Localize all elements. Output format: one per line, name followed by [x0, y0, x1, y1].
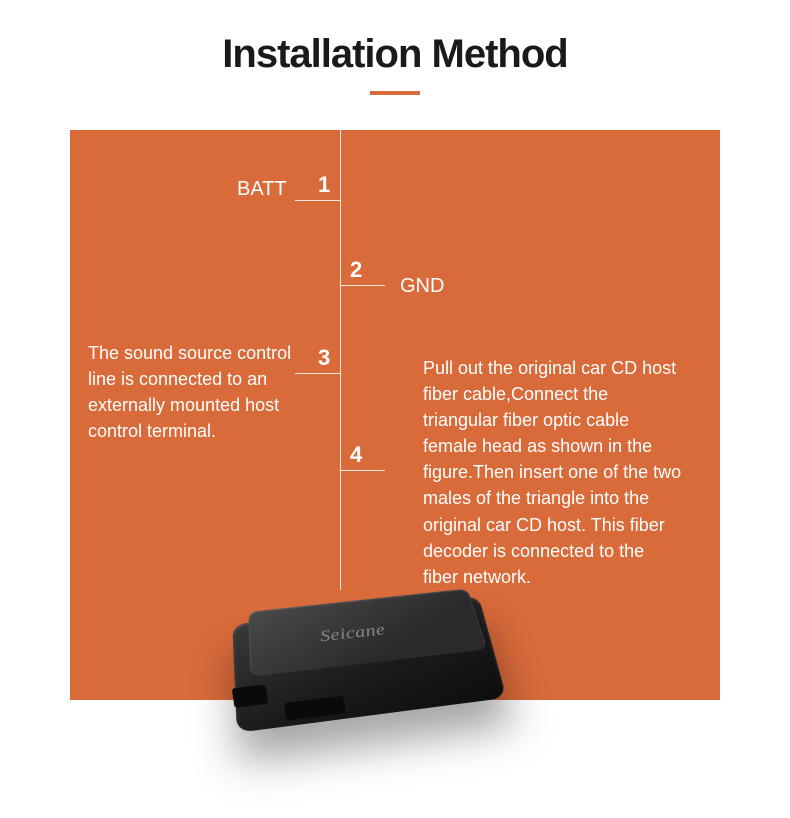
center-line	[340, 130, 341, 590]
step-4-tick	[340, 470, 385, 471]
step-3-description: The sound source control line is connect…	[88, 340, 308, 444]
page-title: Installation Method	[0, 0, 790, 77]
step-4-number: 4	[350, 442, 362, 468]
step-2-tick	[340, 285, 385, 286]
device-illustration: Seicane	[225, 580, 505, 750]
title-underline	[370, 91, 420, 95]
step-1-label: BATT	[237, 178, 287, 201]
step-3-number: 3	[318, 345, 330, 371]
step-2-label: GND	[400, 275, 444, 298]
step-1-tick	[295, 200, 340, 201]
step-4-description: Pull out the original car CD host fiber …	[423, 355, 683, 590]
step-1-number: 1	[318, 172, 330, 198]
step-2-number: 2	[350, 257, 362, 283]
